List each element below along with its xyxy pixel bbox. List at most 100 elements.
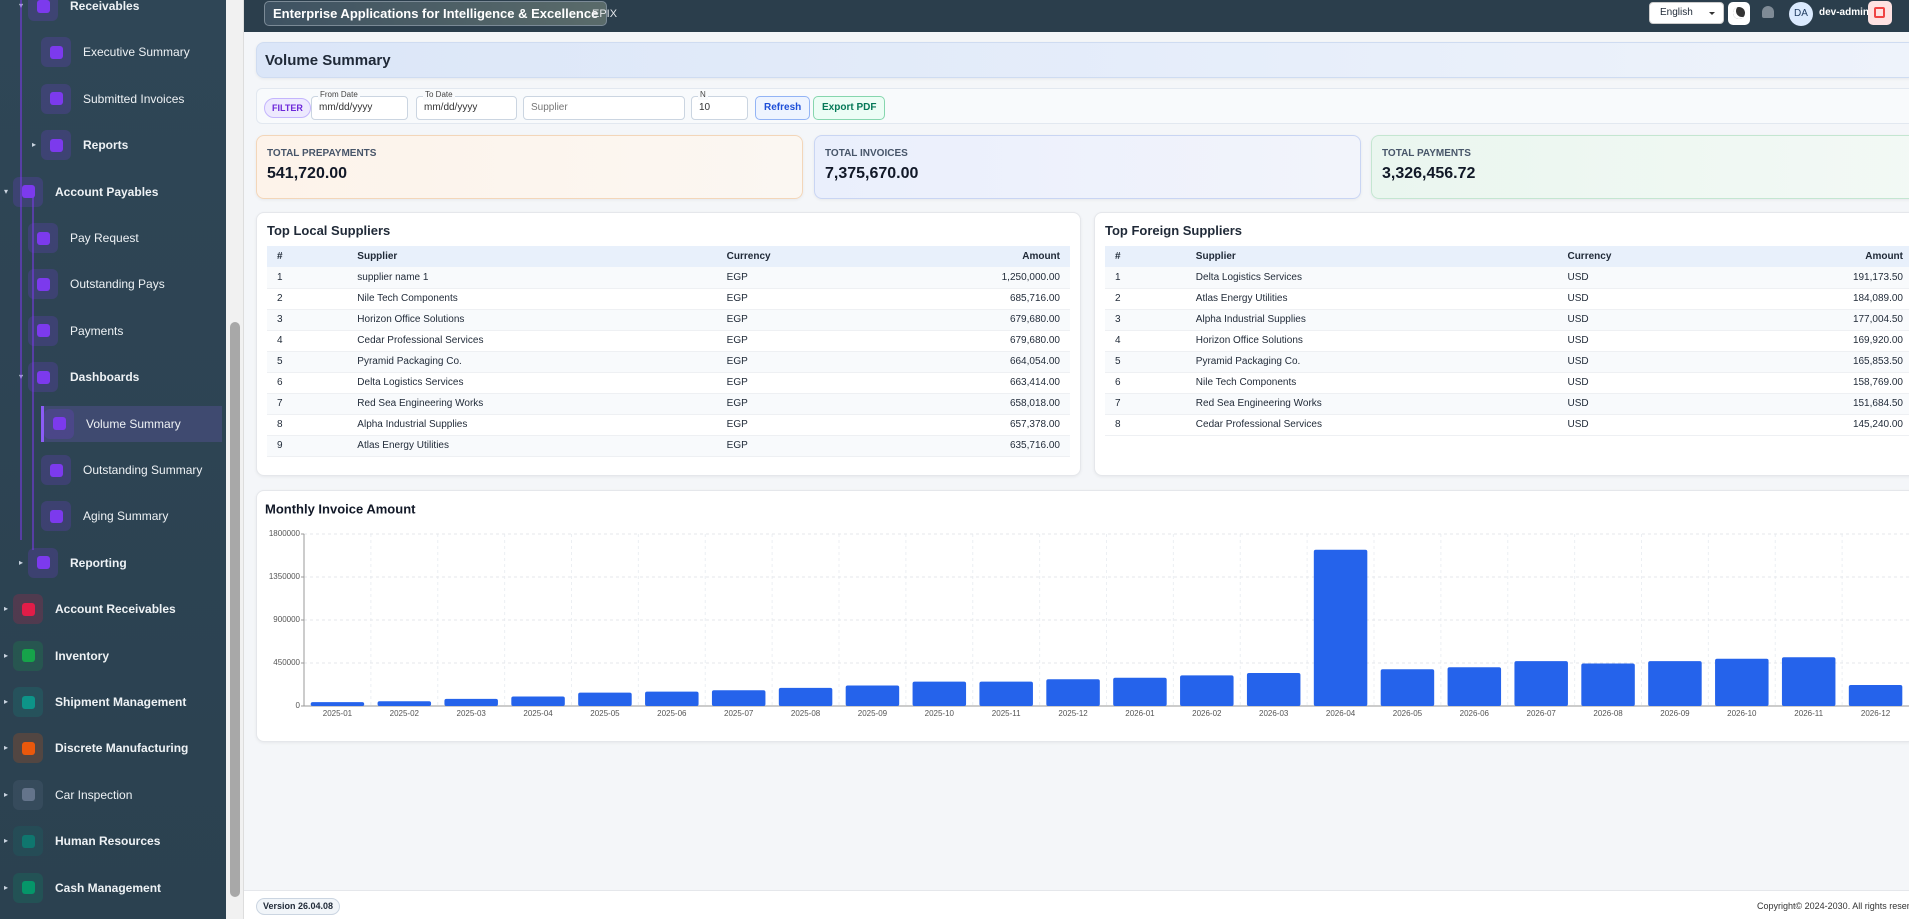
- table-row[interactable]: 2 Nile Tech Components EGP 685,716.00: [267, 288, 1070, 310]
- sidebar-item[interactable]: Volume Summary: [41, 405, 222, 442]
- to-date[interactable]: To Date mm/dd/yyyy: [416, 90, 517, 120]
- table-row[interactable]: 6 Delta Logistics Services EGP 663,414.00: [267, 372, 1070, 394]
- sidebar-label: Car Inspection: [55, 787, 133, 802]
- table-row[interactable]: 1 Delta Logistics Services USD 191,173.50: [1105, 267, 1909, 289]
- caret[interactable]: ▸: [4, 697, 9, 706]
- table-cell: Delta Logistics Services: [347, 372, 717, 394]
- sidebar-item[interactable]: Dashboards: [28, 359, 222, 395]
- table-row[interactable]: 5 Pyramid Packaging Co. EGP 664,054.00: [267, 351, 1070, 373]
- sidebar-item[interactable]: Account Receivables: [13, 591, 222, 627]
- table-row[interactable]: 1 supplier name 1 EGP 1,250,000.00: [267, 267, 1070, 289]
- sidebar-icon: [28, 547, 58, 578]
- sidebar-item[interactable]: Discrete Manufacturing: [13, 730, 222, 766]
- filter-badge: FILTER: [264, 98, 311, 118]
- scroll-thumb[interactable]: [230, 322, 240, 897]
- sidebar-icon: [13, 826, 43, 857]
- table-row[interactable]: 8 Cedar Professional Services USD 145,240.0…: [1105, 414, 1909, 436]
- x-tick-label: 2026-06: [1460, 709, 1490, 718]
- language-select[interactable]: English: [1649, 2, 1724, 24]
- user-name: dev-admin: [1819, 7, 1870, 18]
- sidebar-item[interactable]: Car Inspection: [13, 777, 222, 813]
- caret[interactable]: ▸: [4, 789, 9, 799]
- notifications[interactable]: [1762, 6, 1774, 18]
- bar: [845, 685, 900, 706]
- kpi-card: TOTAL PREPAYMENTS 541,720.00: [256, 135, 803, 199]
- theme-toggle[interactable]: [1728, 2, 1750, 25]
- sidebar-item[interactable]: Payments: [28, 313, 222, 349]
- sidebar-icon: [41, 501, 71, 532]
- sidebar-item[interactable]: Outstanding Pays: [28, 266, 222, 302]
- table-row[interactable]: 7 Red Sea Engineering Works EGP 658,018.00: [267, 393, 1070, 415]
- table-cell: Red Sea Engineering Works: [1185, 393, 1558, 415]
- table-cell: Alpha Industrial Supplies: [1185, 309, 1558, 331]
- sidebar-item[interactable]: Aging Summary: [41, 498, 222, 534]
- bar: [711, 690, 766, 706]
- caret[interactable]: ▾: [4, 186, 9, 196]
- sidebar-item[interactable]: Outstanding Summary: [41, 452, 222, 488]
- x-tick-label: 2026-12: [1861, 709, 1891, 718]
- copyright: Copyright© 2024-2030. All rights reserve…: [1757, 901, 1909, 911]
- sidebar-label: Aging Summary: [83, 509, 169, 524]
- scrollbar[interactable]: [226, 0, 244, 919]
- table-row[interactable]: 9 Atlas Energy Utilities EGP 635,716.00: [267, 435, 1070, 457]
- sidebar-item[interactable]: Human Resources: [13, 823, 222, 859]
- caret[interactable]: ▸: [4, 743, 9, 753]
- table-cell: 2: [1105, 288, 1186, 310]
- sidebar-icon: [13, 176, 43, 207]
- bar: [1648, 661, 1702, 706]
- table-row[interactable]: 6 Nile Tech Components USD 158,769.00: [1105, 372, 1909, 394]
- sidebar-label: Shipment Management: [55, 695, 187, 709]
- table-row[interactable]: 7 Red Sea Engineering Works USD 151,684.50: [1105, 393, 1909, 415]
- caret[interactable]: ▸: [4, 650, 9, 660]
- sidebar-label: Discrete Manufacturing: [55, 741, 189, 756]
- table-cell: EGP: [716, 435, 894, 457]
- sidebar-item[interactable]: Cash Management: [13, 870, 222, 906]
- x-tick-label: 2026-09: [1660, 709, 1690, 718]
- sidebar-item[interactable]: Account Payables: [13, 174, 222, 210]
- sidebar-item[interactable]: Executive Summary: [41, 34, 222, 70]
- table-row[interactable]: 8 Alpha Industrial Supplies EGP 657,378.00: [267, 414, 1070, 436]
- table-row[interactable]: 4 Cedar Professional Services EGP 679,680.0…: [267, 330, 1070, 352]
- sidebar-label: Outstanding Summary: [83, 463, 203, 477]
- caret[interactable]: ▸: [4, 836, 9, 846]
- n-value: 10: [699, 102, 711, 113]
- sidebar-icon: [13, 733, 43, 764]
- table-row[interactable]: 4 Horizon Office Solutions USD 169,920.00: [1105, 330, 1909, 352]
- sidebar-item[interactable]: Shipment Management: [13, 684, 222, 720]
- x-tick-label: 2025-06: [657, 709, 687, 718]
- caret[interactable]: ▸: [32, 140, 37, 150]
- sidebar-item[interactable]: Inventory: [13, 638, 222, 674]
- caret[interactable]: ▸: [4, 604, 9, 614]
- sidebar-label: Account Payables: [55, 184, 159, 199]
- logout-button[interactable]: [1868, 1, 1892, 25]
- sidebar-item[interactable]: Reporting: [28, 545, 222, 581]
- avatar[interactable]: DA: [1789, 2, 1813, 26]
- x-tick-label: 2026-10: [1727, 709, 1757, 718]
- sidebar-item[interactable]: Pay Request: [28, 220, 222, 256]
- sidebar-label: Executive Summary: [83, 45, 190, 60]
- refresh-button[interactable]: Refresh: [755, 96, 811, 120]
- table-row[interactable]: 3 Alpha Industrial Supplies USD 177,004.50: [1105, 309, 1909, 331]
- caret[interactable]: ▸: [4, 882, 9, 892]
- table-cell: 679,680.00: [893, 330, 1070, 352]
- bar: [1046, 679, 1100, 706]
- app-title[interactable]: Enterprise Applications for Intelligence…: [264, 1, 608, 26]
- from-date[interactable]: From Date mm/dd/yyyy: [311, 90, 408, 120]
- x-tick-label: 2025-09: [858, 709, 888, 718]
- table-row[interactable]: 2 Atlas Energy Utilities USD 184,089.00: [1105, 288, 1909, 310]
- sidebar-item[interactable]: Receivables: [28, 0, 222, 24]
- sidebar-item[interactable]: Submitted Invoices: [41, 81, 222, 117]
- footer: Version 26.04.08 Copyright© 2024-2030. A…: [244, 890, 1909, 919]
- export-button[interactable]: Export PDF: [813, 96, 886, 120]
- caret[interactable]: ▸: [19, 557, 24, 567]
- n-input[interactable]: N 10: [691, 90, 748, 120]
- supplier-select[interactable]: Supplier: [523, 96, 685, 120]
- sidebar-label: Account Receivables: [55, 602, 176, 617]
- sidebar-item[interactable]: Reports: [41, 127, 222, 163]
- table-cell: 158,769.00: [1735, 372, 1909, 394]
- table-card: Top Foreign Suppliers # Supplier Currency Am…: [1094, 212, 1909, 476]
- bar: [1380, 669, 1435, 706]
- tree-line: [32, 190, 34, 550]
- table-row[interactable]: 5 Pyramid Packaging Co. USD 165,853.50: [1105, 351, 1909, 373]
- table-row[interactable]: 3 Horizon Office Solutions EGP 679,680.00: [267, 309, 1070, 331]
